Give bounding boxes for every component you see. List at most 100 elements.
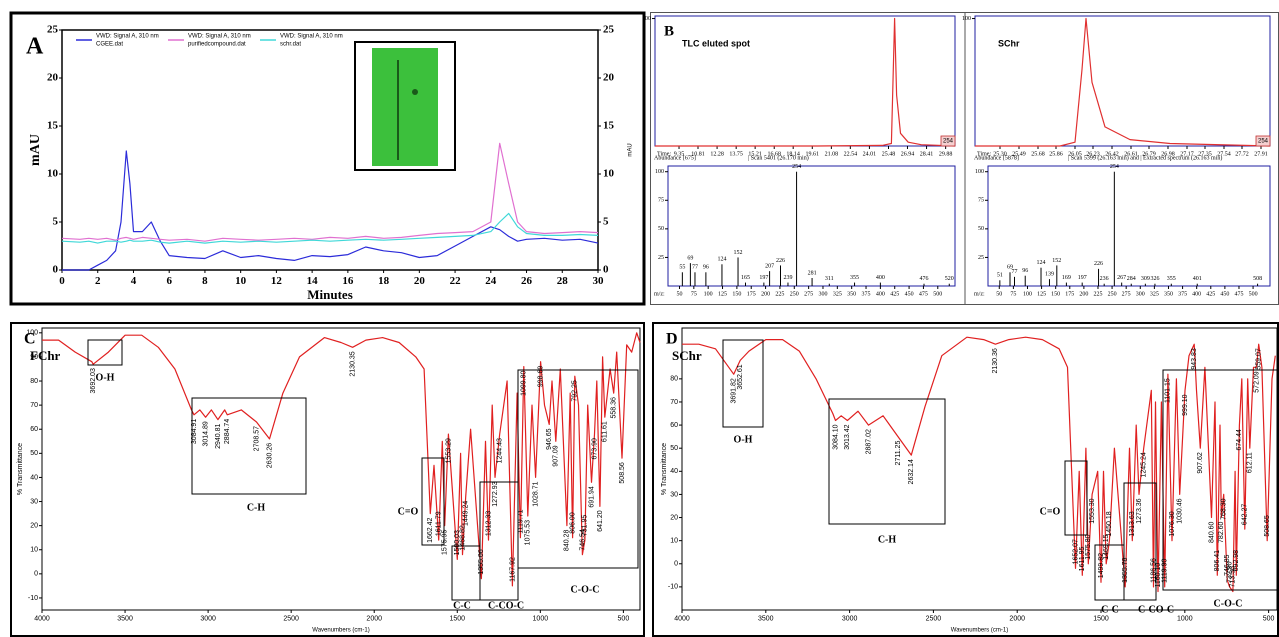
x-tick-label: 150 (732, 292, 741, 298)
peak-label: 641.20 (597, 510, 604, 532)
x-tick-label: 500 (618, 616, 630, 623)
x-tick-label: 30 (593, 275, 605, 287)
x-tick-label: 450 (1220, 292, 1229, 298)
y-tick-label: 60 (30, 426, 38, 433)
peak-label: 999.10 (1182, 394, 1189, 416)
y2-tick-label: 20 (603, 72, 615, 84)
spectrum-subheader: | Scan 5401 (26.170 min) (748, 154, 809, 161)
y-tick-label: 75 (658, 198, 664, 204)
x-tick-label: 20 (414, 275, 426, 287)
spectrum-header: Abundance [675] (654, 155, 696, 161)
legend-header: VWD: Signal A, 310 nm (188, 34, 251, 40)
peak-label: 1662.42 (427, 517, 434, 542)
y-tick-label: 20 (47, 72, 59, 84)
peak-label: 674.44 (1236, 429, 1243, 451)
tag-label: 254 (943, 139, 954, 145)
x-tick-label: 250 (790, 292, 799, 298)
peak-label: 3013.42 (844, 424, 851, 449)
chart-title: FChr (30, 348, 61, 363)
peak-label: 96 (703, 265, 709, 271)
peak-label: 1167.92 (509, 557, 516, 582)
x-tick-label: 28.41 (920, 152, 934, 158)
x-tick-label: 1000 (1177, 616, 1193, 623)
group-label: C-CO-C (488, 600, 524, 611)
x-tick-label: 27.91 (1254, 152, 1268, 158)
peak-label: 612.11 (1247, 452, 1254, 473)
y-tick-label: 20 (30, 522, 38, 529)
x-tick-label: 300 (1136, 292, 1145, 298)
x-tick-label: 500 (1249, 292, 1258, 298)
plot-frame (988, 166, 1270, 286)
x-tick-label: 150 (1051, 292, 1060, 298)
y2-tick-label: 25 (603, 24, 615, 36)
x-tick-label: 3000 (200, 616, 216, 623)
x-tick-label: 500 (933, 292, 942, 298)
y-tick-label: 100 (655, 169, 664, 175)
x-tick-label: 2500 (283, 616, 299, 623)
peak-label: 2130.35 (349, 351, 356, 376)
y-tick-label: 20 (670, 514, 678, 521)
peak-label: 1075.53 (525, 520, 532, 545)
spectrum-line (682, 337, 1275, 591)
y-tick-label: 80 (670, 376, 678, 383)
x-tick-label: 16 (342, 275, 354, 287)
x-tick-label: 375 (1178, 292, 1187, 298)
group-label: C-O-C (571, 584, 600, 595)
y-tick-label: 15 (47, 120, 59, 132)
y-tick-label: 75 (978, 198, 984, 204)
panel-letter: D (666, 331, 678, 348)
x-tick-label: 325 (1150, 292, 1159, 298)
x-axis-label: m/z: (654, 292, 665, 298)
x-tick-label: 275 (1122, 292, 1131, 298)
peak-label: 124 (717, 257, 726, 263)
x-tick-label: 125 (1037, 292, 1046, 298)
y-tick-label: 30 (670, 491, 678, 498)
peak-label: 326 (1150, 276, 1159, 282)
x-tick-label: 4 (131, 275, 137, 287)
x-tick-label: 1000 (533, 616, 549, 623)
peak-label: 1030.46 (1177, 498, 1184, 523)
peak-label: 1076.30 (1169, 511, 1176, 536)
x-tick-label: 100 (1023, 292, 1032, 298)
peak-label: 642.27 (1242, 504, 1249, 526)
panel-letter: A (26, 34, 44, 60)
x-tick-label: 475 (1234, 292, 1243, 298)
peak-label: 309 (1141, 276, 1150, 282)
peak-label: 1553.29 (445, 438, 452, 463)
plot-frame (668, 166, 955, 286)
figure: 0246810121416182022242628300510152025051… (0, 0, 1279, 637)
x-axis-label: Wavenumbers (cm-1) (951, 628, 1008, 634)
x-tick-label: 400 (1192, 292, 1201, 298)
x-tick-label: 4000 (674, 616, 690, 623)
peak-label: 254 (1110, 164, 1119, 170)
x-tick-label: 425 (1206, 292, 1215, 298)
peak-label: 2884.74 (224, 419, 231, 444)
y2-tick-label: 15 (603, 120, 615, 132)
x-tick-label: 22.54 (844, 152, 858, 158)
peak-label: 55 (679, 265, 685, 271)
peak-label: 508 (1253, 276, 1262, 282)
x-tick-label: 3500 (117, 616, 133, 623)
y-tick-label: 10 (47, 168, 59, 180)
x-tick-label: 6 (166, 275, 172, 287)
x-axis-label: Wavenumbers (cm-1) (312, 628, 369, 634)
x-tick-label: 350 (1164, 292, 1173, 298)
y-tick-label: 10 (670, 537, 678, 544)
peak-label: 943.83 (1191, 348, 1198, 370)
tlc-spot (412, 89, 418, 95)
peak-label: 731.95 (582, 515, 589, 537)
y-tick-label: 100 (962, 16, 971, 22)
y-tick-label: 25 (978, 255, 984, 261)
peak-label: 611.61 (602, 421, 609, 442)
peak-label: 152 (734, 250, 743, 256)
x-tick-label: 350 (847, 292, 856, 298)
peak-label: 267 (1117, 275, 1126, 281)
peak-label: 124 (1037, 260, 1046, 266)
x-tick-label: 4000 (34, 616, 50, 623)
x-tick-label: 3000 (842, 616, 858, 623)
peak-label: 2887.02 (865, 429, 872, 454)
peak-label: 77 (692, 265, 698, 271)
spectrum-line (42, 333, 640, 586)
y-axis-label: % Transmittance (17, 443, 24, 495)
peak-label: 3084.10 (832, 424, 839, 449)
